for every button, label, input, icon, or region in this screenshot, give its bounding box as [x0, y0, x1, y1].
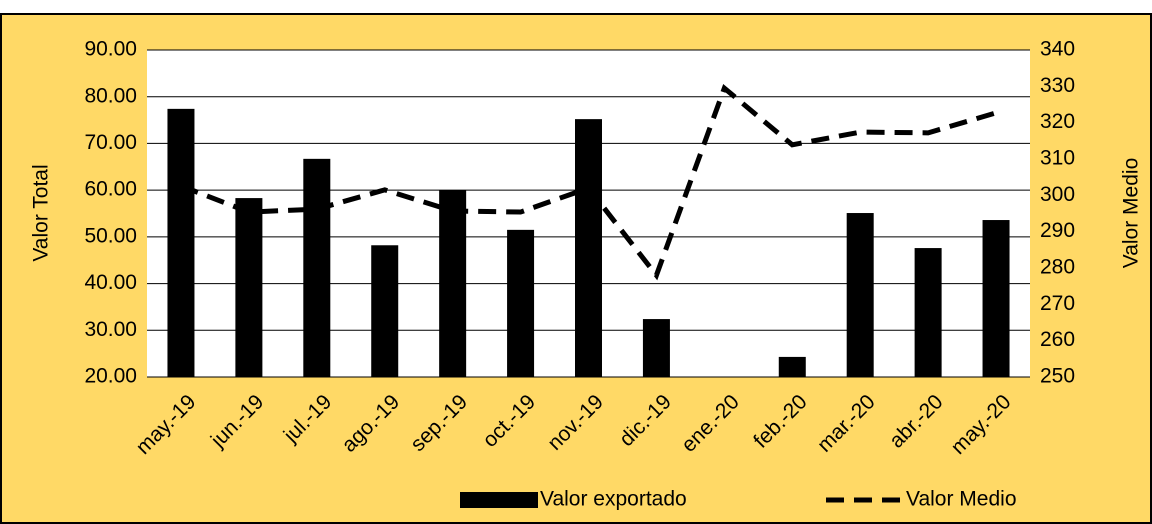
y2-tick-label: 310 — [1040, 147, 1075, 170]
y2-tick-label: 340 — [1040, 38, 1075, 61]
bar — [439, 190, 467, 377]
y-tick-label: 70.00 — [84, 131, 137, 154]
legend-label: Valor exportado — [540, 488, 687, 511]
y-tick-label: 60.00 — [84, 178, 137, 201]
y2-tick-label: 260 — [1040, 328, 1075, 351]
bar — [914, 248, 942, 377]
bar — [642, 319, 670, 377]
bar — [846, 213, 874, 377]
y-tick-label: 20.00 — [84, 365, 137, 388]
y2-tick-label: 320 — [1040, 110, 1075, 133]
bar — [235, 198, 263, 377]
y-tick-label: 30.00 — [84, 318, 137, 341]
y2-tick-label: 300 — [1040, 183, 1075, 206]
legend-label: Valor Medio — [906, 488, 1017, 511]
y2-tick-label: 250 — [1040, 365, 1075, 388]
y2-tick-label: 280 — [1040, 256, 1075, 279]
y2-tick-label: 330 — [1040, 74, 1075, 97]
y-tick-label: 80.00 — [84, 84, 137, 107]
bar — [167, 108, 195, 378]
bar — [303, 158, 331, 377]
y2-tick-label: 290 — [1040, 219, 1075, 242]
bar — [371, 245, 399, 377]
bar — [507, 229, 535, 377]
legend-swatch — [460, 492, 538, 508]
bar — [575, 119, 602, 377]
y-tick-label: 90.00 — [84, 38, 137, 61]
y2-tick-label: 270 — [1040, 292, 1075, 315]
bar — [778, 356, 806, 377]
line — [180, 83, 997, 281]
y2-axis-title: Valor Medio — [1120, 158, 1143, 269]
y-axis-title: Valor Total — [30, 164, 53, 261]
bar — [982, 220, 1010, 377]
y-tick-label: 50.00 — [84, 224, 137, 247]
y-tick-label: 40.00 — [84, 271, 137, 294]
